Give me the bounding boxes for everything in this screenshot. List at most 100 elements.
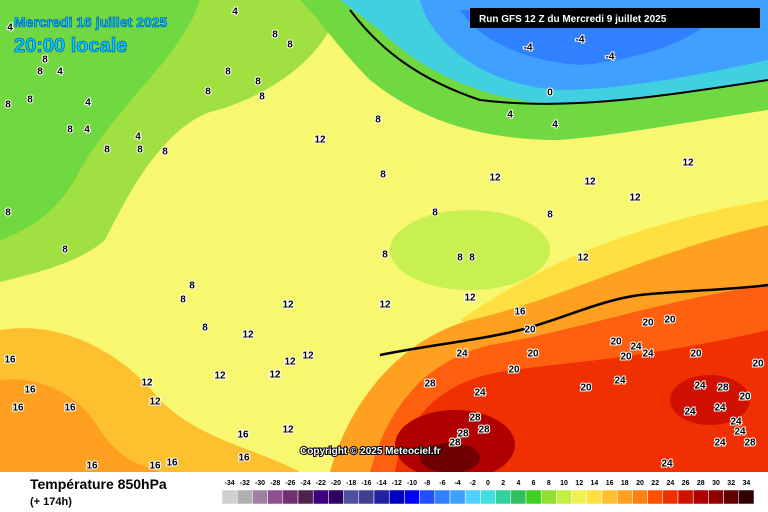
contour-label: 24 [614,376,626,387]
contour-label: 24 [642,349,654,360]
contour-label: 12 [682,158,694,169]
scale-label: 10 [560,480,568,487]
contour-label: 24 [456,349,468,360]
contour-label: 8 [259,92,265,103]
contour-label: 12 [214,371,226,382]
scale-label: 6 [532,480,536,487]
contour-label: 12 [242,330,254,341]
contour-label: 20 [620,352,632,363]
contour-label: 8 [37,67,43,78]
valid-date: Mercredi 16 juillet 2025 [14,14,168,30]
scale-swatch [404,489,420,505]
contour-label: 20 [610,337,622,348]
scale-swatch [495,489,512,505]
contour-label: 24 [734,427,746,438]
scale-swatch [297,489,314,505]
color-scale: -34 -32 -30 -28 -26 -24 -22 -20 -18 -16 -14 -12 -10-… [221,480,755,505]
contour-label: 8 [27,95,33,106]
scale-label: -32 [240,480,250,487]
contour-label: 8 [5,208,11,219]
scale-swatch [388,489,405,505]
contour-label: 8 [457,253,463,264]
contour-label: 16 [86,461,98,472]
contour-label: 16 [4,355,16,366]
scale-label: -10 [407,480,417,487]
contour-label: 20 [690,349,702,360]
contour-label: 12 [302,351,314,362]
contour-label: 12 [269,370,281,381]
contour-label: 8 [205,87,211,98]
scale-swatch [723,489,740,505]
scale-swatch [586,489,603,505]
contour-label: 16 [238,453,250,464]
contour-label: 8 [162,147,168,158]
scale-swatch [236,489,253,505]
scale-label: 30 [712,480,720,487]
contour-label: 12 [149,397,161,408]
scale-label: -28 [270,480,280,487]
contour-label: 8 [5,100,11,111]
contour-label: 8 [62,245,68,256]
scale-swatch [647,489,664,505]
contour-label: 28 [469,413,481,424]
scale-swatch [525,489,542,505]
contour-label: 28 [717,383,729,394]
contour-label: 20 [527,349,539,360]
contour-label: 8 [380,170,386,181]
scale-label: -24 [301,480,311,487]
scale-swatch [252,489,268,505]
scale-swatch [556,489,572,505]
scale-label: 34 [743,480,751,487]
scale-swatch [358,489,375,505]
contour-label: 8 [189,281,195,292]
contour-label: 20 [739,392,751,403]
contour-label: 24 [714,403,726,414]
contour-label: 20 [508,365,520,376]
scale-label: 32 [727,480,735,487]
run-info: Run GFS 12 Z du Mercredi 9 juillet 2025 [479,14,667,25]
contour-label: 16 [24,385,36,396]
scale-label: -22 [316,480,326,487]
scale-swatch [692,489,709,505]
contour-label: 8 [547,210,553,221]
contour-label: 24 [694,381,706,392]
contour-label: 8 [67,125,73,136]
scale-swatch [312,489,329,505]
scale-swatch [738,489,755,505]
contour-label: 12 [464,293,476,304]
contour-label: 24 [661,459,673,470]
scale-swatch [540,489,557,505]
scale-swatch [632,489,648,505]
contour-label: 20 [642,318,654,329]
scale-swatch [221,489,238,505]
contour-label: -4 [606,52,615,63]
scale-label: -2 [470,480,476,487]
contour-label: 28 [744,438,756,449]
scale-label: -8 [424,480,430,487]
contour-label: 8 [225,67,231,78]
lead-time: (+ 174h) [30,496,72,508]
contour-label: 12 [284,357,296,368]
contour-label: 12 [282,300,294,311]
contour-label: 12 [141,378,153,389]
scale-label: 28 [697,480,705,487]
contour-label: 8 [272,30,278,41]
contour-label: 4 [85,98,91,109]
scale-label: -20 [331,480,341,487]
contour-label: 4 [232,7,238,18]
scale-swatch [328,489,344,505]
scale-label: -14 [377,480,387,487]
scale-swatch [343,489,360,505]
scale-swatch [419,489,436,505]
scale-swatch [677,489,694,505]
local-time: 20:00 locale [14,35,127,57]
contour-label: 24 [684,407,696,418]
contour-label: 28 [478,425,490,436]
scale-label: 24 [667,480,675,487]
scale-swatch [449,489,466,505]
contour-label: 8 [180,295,186,306]
copyright: Copyright © 2025 Meteociel.fr [300,446,441,457]
scale-label: 18 [621,480,629,487]
scale-swatch [480,489,496,505]
